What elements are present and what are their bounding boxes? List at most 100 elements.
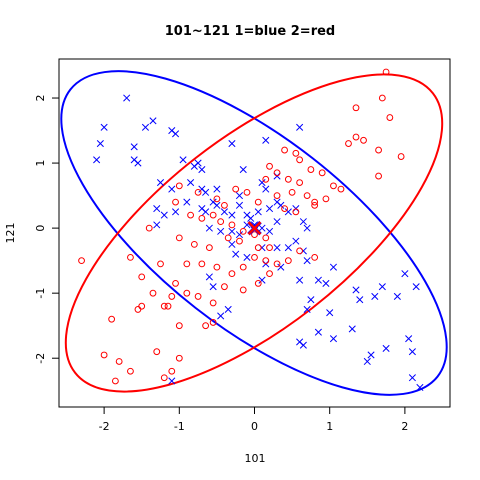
- data-point: [382, 68, 390, 76]
- data-point: [145, 224, 153, 232]
- data-point: [213, 263, 221, 271]
- data-point: [296, 247, 304, 255]
- data-point: [262, 175, 270, 183]
- y-axis: -2 -1 0 1 2: [34, 95, 60, 364]
- data-point: [281, 146, 288, 154]
- data-point: [311, 201, 319, 209]
- data-point: [221, 283, 228, 291]
- data-point: [284, 257, 292, 265]
- x-tick-label: -1: [174, 420, 185, 433]
- data-point: [266, 270, 273, 278]
- data-point: [134, 159, 142, 167]
- data-point: [198, 214, 206, 222]
- data-point: [254, 280, 262, 287]
- data-point: [284, 244, 292, 252]
- data-point: [408, 348, 416, 356]
- data-point: [198, 166, 206, 174]
- data-point: [213, 185, 221, 193]
- data-point: [243, 188, 251, 196]
- data-point: [127, 367, 134, 375]
- data-point: [292, 208, 300, 216]
- data-point: [160, 302, 168, 310]
- data-point: [111, 377, 119, 385]
- data-point: [401, 270, 409, 278]
- data-point: [179, 156, 187, 164]
- data-point: [187, 211, 194, 219]
- data-point: [217, 227, 225, 235]
- data-point: [221, 201, 228, 209]
- data-point: [115, 358, 123, 365]
- data-point: [348, 325, 356, 333]
- data-point: [164, 302, 172, 310]
- data-point: [100, 351, 108, 359]
- data-point: [254, 244, 262, 252]
- data-point: [235, 201, 244, 209]
- data-point: [239, 166, 247, 174]
- data-point: [266, 244, 273, 252]
- data-point: [138, 302, 146, 310]
- data-point: [213, 201, 221, 209]
- data-point: [273, 218, 281, 226]
- data-point: [352, 133, 360, 141]
- data-point: [205, 273, 213, 281]
- data-point: [160, 374, 168, 382]
- data-point: [299, 341, 307, 349]
- data-point: [123, 94, 131, 102]
- data-point: [127, 253, 134, 261]
- data-point: [228, 211, 236, 219]
- data-point: [307, 166, 315, 173]
- data-point: [228, 227, 236, 235]
- data-point: [416, 383, 424, 392]
- data-point: [360, 136, 367, 144]
- data-point: [262, 257, 270, 265]
- data-point: [224, 234, 232, 242]
- y-tick-label: 0: [34, 225, 47, 232]
- data-point: [254, 198, 262, 206]
- data-point: [251, 231, 258, 239]
- data-point: [235, 231, 244, 239]
- data-point: [330, 182, 337, 190]
- data-point: [171, 130, 180, 138]
- data-point: [314, 328, 322, 336]
- data-point: [175, 234, 183, 242]
- data-point: [273, 260, 281, 268]
- data-point: [202, 322, 210, 330]
- data-point: [205, 224, 213, 232]
- data-point: [352, 104, 360, 112]
- data-point: [367, 351, 375, 359]
- data-point: [239, 263, 247, 271]
- data-point: [141, 123, 150, 131]
- data-point: [299, 218, 307, 226]
- data-point: [322, 195, 330, 203]
- data-point: [258, 179, 266, 187]
- data-point: [322, 279, 330, 287]
- data-point: [292, 237, 300, 245]
- data-point: [284, 208, 292, 216]
- data-point: [258, 276, 266, 284]
- group2-center-marker: [247, 221, 262, 236]
- data-point: [168, 367, 176, 375]
- data-point: [265, 205, 274, 213]
- data-point: [93, 156, 101, 164]
- data-point: [171, 208, 180, 216]
- data-point: [217, 312, 225, 320]
- data-point: [375, 146, 382, 154]
- series-2: [78, 68, 405, 385]
- x-tick-label: 2: [401, 420, 408, 433]
- x-tick-label: -2: [99, 420, 110, 433]
- data-point: [273, 169, 281, 177]
- data-point: [397, 153, 405, 160]
- data-point: [371, 292, 379, 300]
- data-point: [277, 263, 285, 271]
- x-tick-label: 1: [326, 420, 333, 433]
- data-point: [198, 260, 206, 268]
- data-point: [96, 140, 104, 148]
- series-1: [93, 94, 424, 392]
- data-point: [100, 123, 108, 131]
- data-point: [157, 260, 164, 268]
- data-point: [329, 263, 338, 271]
- data-point: [296, 179, 304, 186]
- chart-title: 101~121 1=blue 2=red: [165, 24, 335, 39]
- data-point: [175, 182, 183, 190]
- data-point: [232, 250, 240, 258]
